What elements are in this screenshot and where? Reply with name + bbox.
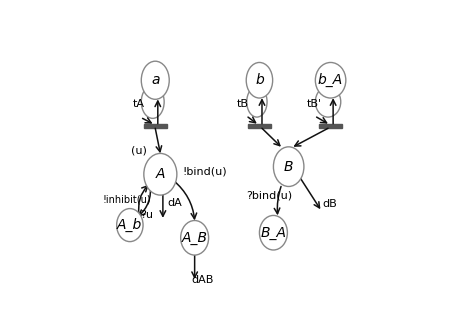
Text: b_A: b_A	[318, 73, 343, 87]
Ellipse shape	[273, 147, 304, 186]
Text: (u): (u)	[131, 145, 146, 155]
Bar	[248, 124, 271, 128]
Ellipse shape	[181, 220, 209, 255]
Text: B_A: B_A	[260, 226, 286, 240]
Bar	[319, 124, 342, 128]
Text: a: a	[151, 73, 160, 87]
Text: ?bind(u): ?bind(u)	[246, 191, 292, 201]
Ellipse shape	[246, 62, 273, 98]
Text: b: b	[255, 73, 264, 87]
Text: A_B: A_B	[182, 231, 208, 245]
Ellipse shape	[144, 153, 177, 195]
Text: B: B	[284, 160, 293, 174]
Text: !inhibit(u): !inhibit(u)	[103, 195, 152, 205]
Ellipse shape	[315, 62, 346, 98]
Text: ?u: ?u	[140, 210, 153, 220]
Text: tB: tB	[237, 99, 249, 110]
Text: dA: dA	[167, 198, 182, 209]
Text: A_b: A_b	[117, 218, 143, 232]
Text: dAB: dAB	[191, 275, 213, 285]
Text: tA: tA	[133, 99, 145, 110]
Ellipse shape	[259, 215, 287, 250]
Ellipse shape	[117, 209, 143, 242]
Text: dB: dB	[322, 199, 337, 209]
Text: tB': tB'	[307, 99, 322, 110]
Bar	[144, 124, 167, 128]
Text: !bind(u): !bind(u)	[182, 167, 227, 177]
Ellipse shape	[141, 61, 169, 99]
Text: A: A	[155, 167, 165, 181]
